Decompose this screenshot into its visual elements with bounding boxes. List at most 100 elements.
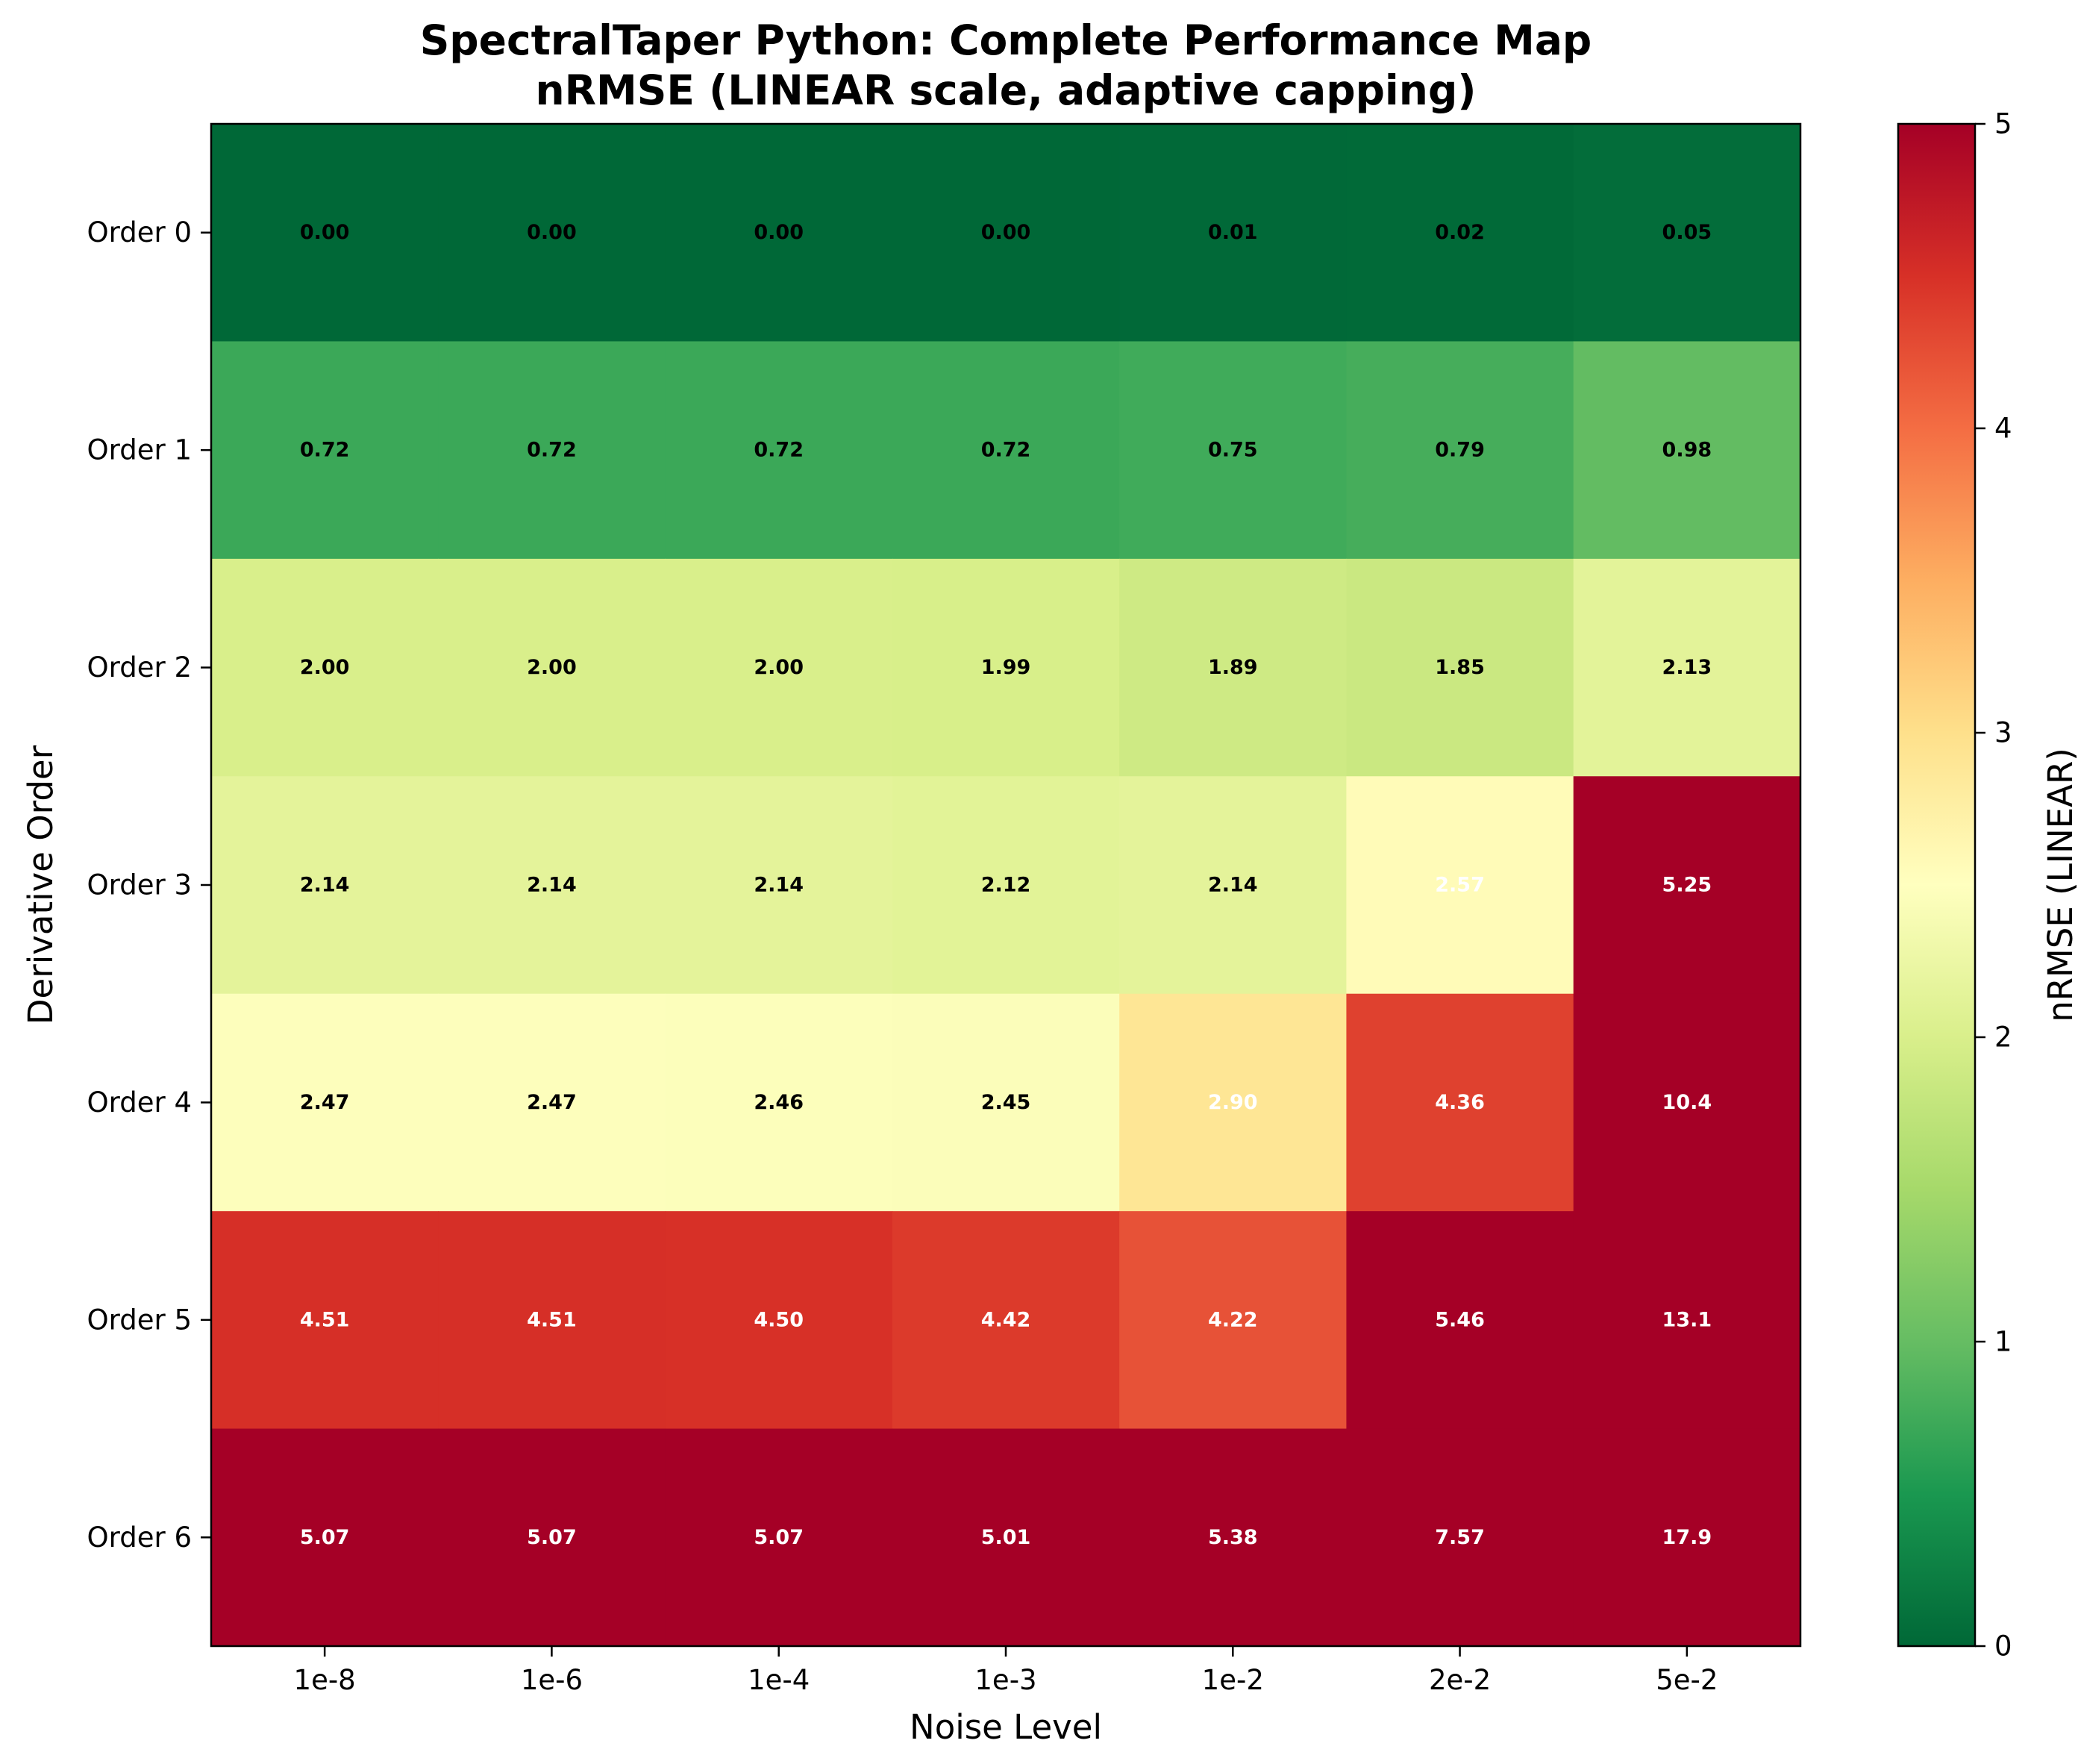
cell-value-label: 5.25: [1662, 874, 1712, 897]
heatmap-cell: [665, 776, 893, 995]
colorbar-tick-label: 4: [1994, 413, 2012, 445]
cell-value-label: 4.51: [527, 1308, 577, 1331]
heatmap-cell: [1346, 558, 1574, 777]
colorbar-tick-label: 2: [1994, 1022, 2012, 1054]
y-tick-label: Order 1: [87, 434, 192, 466]
heatmap-cell: [892, 558, 1120, 777]
cell-value-label: 0.00: [754, 221, 804, 244]
cell-value-label: 5.07: [300, 1526, 350, 1549]
heatmap-cell: [438, 1428, 666, 1647]
cell-value-label: 1.99: [981, 656, 1031, 679]
colorbar: [1897, 122, 1977, 1648]
y-axis-title: Derivative Order: [21, 745, 60, 1025]
cell-value-label: 2.47: [527, 1091, 577, 1114]
heatmap-cell: [665, 1211, 893, 1430]
x-tick-label: 1e-4: [748, 1664, 810, 1696]
heatmap-cell: [211, 558, 439, 777]
x-tick-label: 2e-2: [1429, 1664, 1491, 1696]
heatmap-cell: [1119, 558, 1348, 777]
y-tick-label: Order 5: [87, 1304, 192, 1336]
y-tick-label: Order 2: [87, 651, 192, 684]
heatmap-cell: [1119, 776, 1348, 995]
x-tick-label: 1e-6: [521, 1664, 583, 1696]
heatmap-cell: [1573, 558, 1801, 777]
heatmap-cell: [1573, 776, 1801, 995]
heatmap-cell: [438, 341, 666, 560]
cell-value-label: 0.72: [981, 439, 1031, 462]
cell-value-label: 0.72: [300, 439, 350, 462]
colorbar-ticks: 0 1 2 3 4 5: [1975, 108, 2012, 1663]
heatmap-cell: [211, 341, 439, 560]
cell-value-label: 5.46: [1435, 1308, 1485, 1331]
cell-value-label: 0.72: [527, 439, 577, 462]
heatmap-cell: [1119, 341, 1348, 560]
x-tick-label: 1e-2: [1202, 1664, 1264, 1696]
heatmap-cell: [1573, 341, 1801, 560]
cell-value-label: 2.00: [527, 656, 577, 679]
heatmap-cell: [892, 1211, 1120, 1430]
heatmap-cell: [665, 341, 893, 560]
cell-value-label: 2.14: [754, 874, 804, 897]
cell-value-label: 2.13: [1662, 656, 1712, 679]
heatmap-cell: [892, 341, 1120, 560]
heatmap-cell: [665, 993, 893, 1212]
heatmap-cell: [892, 776, 1120, 995]
cell-value-label: 2.45: [981, 1091, 1031, 1114]
colorbar-tick-label: 3: [1994, 717, 2012, 749]
y-tick-label: Order 0: [87, 216, 192, 248]
cell-value-label: 5.07: [754, 1526, 804, 1549]
cell-value-label: 10.4: [1662, 1091, 1712, 1114]
cell-value-label: 7.57: [1435, 1526, 1485, 1549]
cell-value-label: 17.9: [1662, 1526, 1712, 1549]
y-axis-ticks: Order 0 Order 1 Order 2 Order 3 Order 4 Order…: [87, 216, 211, 1554]
cell-value-label: 0.00: [527, 221, 577, 244]
heatmap-cell: [1346, 1428, 1574, 1647]
heatmap-cell: [438, 776, 666, 995]
colorbar-label: nRMSE (LINEAR): [2041, 748, 2078, 1022]
heatmap-cell: [1119, 993, 1348, 1212]
heatmap-cell: [1573, 1211, 1801, 1430]
cell-value-label: 13.1: [1662, 1308, 1712, 1331]
x-tick-label: 1e-3: [974, 1664, 1036, 1696]
heatmap-cell: [892, 124, 1120, 343]
cell-value-label: 2.00: [300, 656, 350, 679]
cell-value-label: 0.98: [1662, 439, 1712, 462]
cell-value-label: 0.72: [754, 439, 804, 462]
cell-value-label: 2.00: [754, 656, 804, 679]
heatmap-cell: [1573, 124, 1801, 343]
heatmap-cell: [438, 124, 666, 343]
cell-value-label: 4.36: [1435, 1091, 1485, 1114]
y-tick-label: Order 6: [87, 1521, 192, 1554]
colorbar-tick-label: 5: [1994, 108, 2012, 140]
heatmap-cell: [211, 1428, 439, 1647]
chart-title: SpectralTaper Python: Complete Performan…: [420, 16, 1592, 64]
cell-value-label: 0.02: [1435, 221, 1485, 244]
cell-value-label: 4.42: [981, 1308, 1031, 1331]
heatmap-cell: [1119, 1211, 1348, 1430]
heatmap-cell: [1346, 776, 1574, 995]
heatmap-cell: [892, 1428, 1120, 1647]
y-tick-label: Order 3: [87, 869, 192, 901]
x-tick-label: 1e-8: [294, 1664, 356, 1696]
chart-subtitle: nRMSE (LINEAR scale, adaptive capping): [536, 66, 1477, 114]
heatmap-cell: [892, 993, 1120, 1212]
cell-value-label: 2.14: [527, 874, 577, 897]
heatmap-cell: [211, 776, 439, 995]
heatmap-cell: [211, 124, 439, 343]
cell-value-label: 4.50: [754, 1308, 804, 1331]
cell-value-label: 5.01: [981, 1526, 1031, 1549]
cell-value-label: 0.79: [1435, 439, 1485, 462]
heatmap-cell: [1573, 993, 1801, 1212]
cell-value-label: 4.22: [1208, 1308, 1258, 1331]
heatmap-cell: [438, 993, 666, 1212]
colorbar-tick-label: 0: [1994, 1630, 2012, 1663]
heatmap-cell: [438, 1211, 666, 1430]
heatmap-cell: [1119, 1428, 1348, 1647]
cell-value-label: 2.57: [1435, 874, 1485, 897]
cell-value-label: 0.00: [300, 221, 350, 244]
heatmap-cell: [211, 993, 439, 1212]
cell-value-label: 2.14: [300, 874, 350, 897]
heatmap-cell: [1119, 124, 1348, 343]
cell-value-label: 2.14: [1208, 874, 1258, 897]
